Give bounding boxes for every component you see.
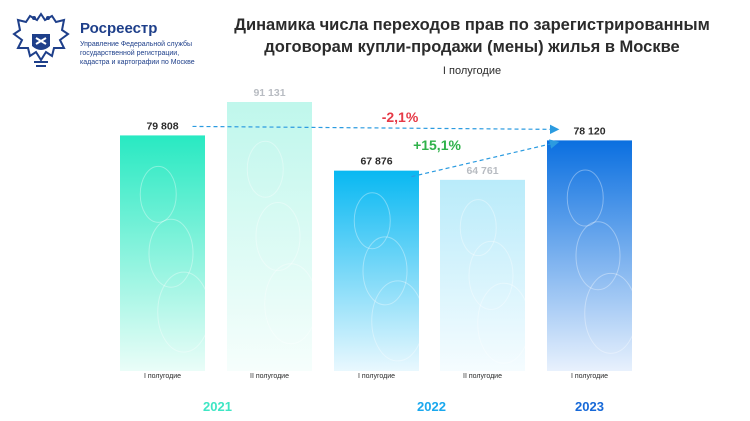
org-name: Росреестр bbox=[80, 20, 158, 37]
category-label: I полугодие bbox=[571, 373, 608, 380]
year-label: 2021 bbox=[203, 399, 232, 414]
category-label: II полугодие bbox=[250, 373, 289, 380]
bar-texture bbox=[575, 221, 621, 291]
bar-texture bbox=[255, 202, 301, 271]
bar-texture bbox=[148, 218, 194, 288]
bar bbox=[440, 179, 525, 371]
data-label: 64 761 bbox=[466, 165, 498, 177]
bar-texture bbox=[353, 192, 391, 250]
org-subtitle-line: государственной регистрации, bbox=[80, 50, 180, 57]
bar-texture bbox=[468, 240, 514, 310]
org-subtitle: Управление Федеральной службы государств… bbox=[80, 40, 220, 67]
data-label: 91 131 bbox=[253, 87, 285, 99]
bar-texture bbox=[371, 280, 425, 362]
bar-texture bbox=[157, 271, 211, 353]
change-label: -2,1% bbox=[382, 109, 419, 125]
category-label: I полугодие bbox=[144, 373, 181, 380]
double-headed-eagle-emblem-icon bbox=[12, 12, 70, 67]
bar-texture bbox=[139, 165, 177, 223]
bar-texture bbox=[566, 169, 604, 227]
bar-texture bbox=[264, 263, 318, 345]
data-label: 78 120 bbox=[573, 125, 605, 137]
logo-block: Росреестр Управление Федеральной службы … bbox=[12, 10, 212, 72]
category-label: I полугодие bbox=[358, 373, 395, 380]
bar-texture bbox=[584, 272, 638, 354]
data-label: 79 808 bbox=[146, 120, 178, 132]
chart-subtitle: I полугодие bbox=[442, 65, 502, 77]
bar-texture bbox=[477, 282, 531, 364]
year-label: 2023 bbox=[575, 399, 604, 414]
year-label: 2022 bbox=[417, 399, 446, 414]
bar bbox=[547, 140, 632, 371]
change-arrow bbox=[411, 139, 560, 178]
org-subtitle-line: Управление Федеральной службы bbox=[80, 41, 192, 48]
bar bbox=[227, 102, 312, 371]
change-arrow bbox=[192, 124, 560, 135]
category-label: II полугодие bbox=[463, 373, 502, 380]
bar bbox=[334, 170, 419, 371]
chart-title: Динамика числа переходов прав по зарегис… bbox=[234, 16, 710, 56]
change-label: +15,1% bbox=[413, 137, 461, 153]
org-subtitle-line: кадастра и картографии по Москве bbox=[80, 59, 195, 66]
data-label: 67 876 bbox=[360, 156, 392, 168]
bar-texture bbox=[362, 236, 408, 306]
bar-texture bbox=[246, 140, 284, 198]
bar bbox=[120, 135, 205, 371]
bar-texture bbox=[459, 199, 497, 257]
